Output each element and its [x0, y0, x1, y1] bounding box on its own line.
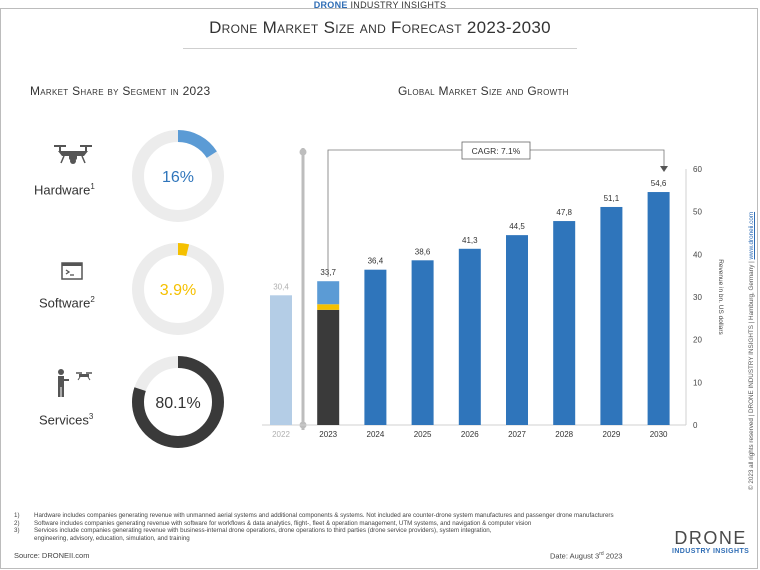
value-label-2027: 44,5: [509, 222, 525, 231]
segment-label-software: Software2: [39, 295, 95, 311]
value-label-2028: 47,8: [556, 208, 572, 217]
chart-title: Global Market Size and Growth: [398, 84, 569, 98]
bar-2028: [553, 221, 576, 425]
segment-label-services: Services3: [39, 412, 94, 428]
bar-2023-services: [317, 309, 340, 425]
y-tick-label-30: 30: [693, 293, 702, 302]
x-tick-label-2024: 2024: [367, 430, 385, 439]
title-rule: [183, 48, 577, 49]
donut-arc-hardware: [132, 130, 224, 222]
drone-icon: [54, 145, 92, 164]
software-share-value: 3.9%: [160, 282, 196, 299]
title-wrap: Drone Market Size and Forecast 2023-2030: [0, 18, 760, 38]
drone-industry-insights-logo: DRONE INDUSTRY INSIGHTS: [672, 529, 749, 556]
value-label-2030: 54,6: [651, 179, 667, 188]
bar-2023-software: [317, 304, 340, 310]
page-frame: [0, 8, 758, 569]
brand-highlight: DRONE: [313, 0, 348, 10]
logo-wordmark: DRONE: [674, 528, 747, 548]
date-text: Date: August 3rd 2023: [550, 551, 623, 561]
copyright-side-text: © 2023 all rights reserved | DRONE INDUS…: [748, 211, 755, 490]
logo-tagline: INDUSTRY INSIGHTS: [672, 548, 750, 555]
y-tick-label-10: 10: [693, 378, 702, 387]
bar-2029: [600, 206, 623, 425]
donut-arc-software: [132, 243, 224, 335]
bar-2025: [411, 260, 434, 425]
software-share-donut: 3.9%: [132, 243, 224, 335]
value-label-2025: 38,6: [415, 247, 431, 256]
footnote: 2) Software includes companies generating…: [14, 519, 532, 527]
x-tick-label-2029: 2029: [603, 430, 621, 439]
bar-2030: [647, 192, 670, 425]
source-text: Source: DRONEII.com: [14, 551, 90, 560]
x-tick-label-2026: 2026: [461, 430, 479, 439]
bar-2024: [364, 269, 387, 425]
brand-header: DRONE INDUSTRY INSIGHTS: [0, 0, 760, 10]
left-panel-title: Market Share by Segment in 2023: [30, 84, 211, 98]
x-tick-label-2022: 2022: [272, 430, 290, 439]
y-tick-label-40: 40: [693, 250, 702, 259]
footnote: engineering, advisory, education, simula…: [34, 534, 190, 542]
hardware-share-value: 16%: [162, 169, 194, 186]
segment-label-hardware: Hardware1: [34, 182, 95, 198]
bar-2026: [458, 248, 481, 425]
x-tick-label-2025: 2025: [414, 430, 432, 439]
value-label-2024: 36,4: [368, 257, 384, 266]
footnotes: 1) Hardware includes companies generating…: [14, 512, 614, 542]
value-label-2022: 30,4: [273, 282, 289, 291]
value-label-2029: 51,1: [604, 194, 620, 203]
main-title: Drone Market Size and Forecast 2023-2030: [209, 18, 551, 37]
hardware-share-donut: 16%: [132, 130, 224, 222]
y-tick-label-60: 60: [693, 165, 702, 174]
pilot-with-drone-icon: [58, 369, 92, 397]
bar-2022: [270, 295, 292, 425]
divider-dot-top: [299, 148, 307, 156]
cagr-box: [461, 141, 531, 160]
bar-2027: [506, 235, 528, 425]
x-tick-label-2023: 2023: [319, 430, 337, 439]
x-tick-label-2027: 2027: [508, 430, 526, 439]
x-tick-label-2028: 2028: [555, 430, 573, 439]
services-share-value: 80.1%: [155, 395, 200, 412]
y-axis-title: Revenue in bn. US dollars: [717, 259, 724, 335]
value-label-2023: 33,7: [320, 268, 336, 277]
donut-arc-services: [132, 356, 224, 448]
value-label-2026: 41,3: [462, 236, 478, 245]
y-tick-label-50: 50: [693, 208, 702, 217]
services-share-donut: 80.1%: [132, 356, 224, 448]
cagr-arrow-head: [660, 166, 668, 172]
cagr-label: CAGR: 7.1%: [472, 146, 521, 156]
footnote: 1) Hardware includes companies generating…: [14, 512, 614, 519]
y-tick-label-0: 0: [693, 421, 698, 430]
footnote: 3) Services include companies generating …: [14, 527, 492, 535]
terminal-window-icon: [61, 262, 83, 280]
x-tick-label-2030: 2030: [650, 430, 668, 439]
bar-2023-hardware: [317, 281, 340, 305]
y-tick-label-20: 20: [693, 336, 702, 345]
website-link[interactable]: www.droneii.com: [748, 211, 755, 260]
brand-rest: INDUSTRY INSIGHTS: [347, 0, 447, 10]
